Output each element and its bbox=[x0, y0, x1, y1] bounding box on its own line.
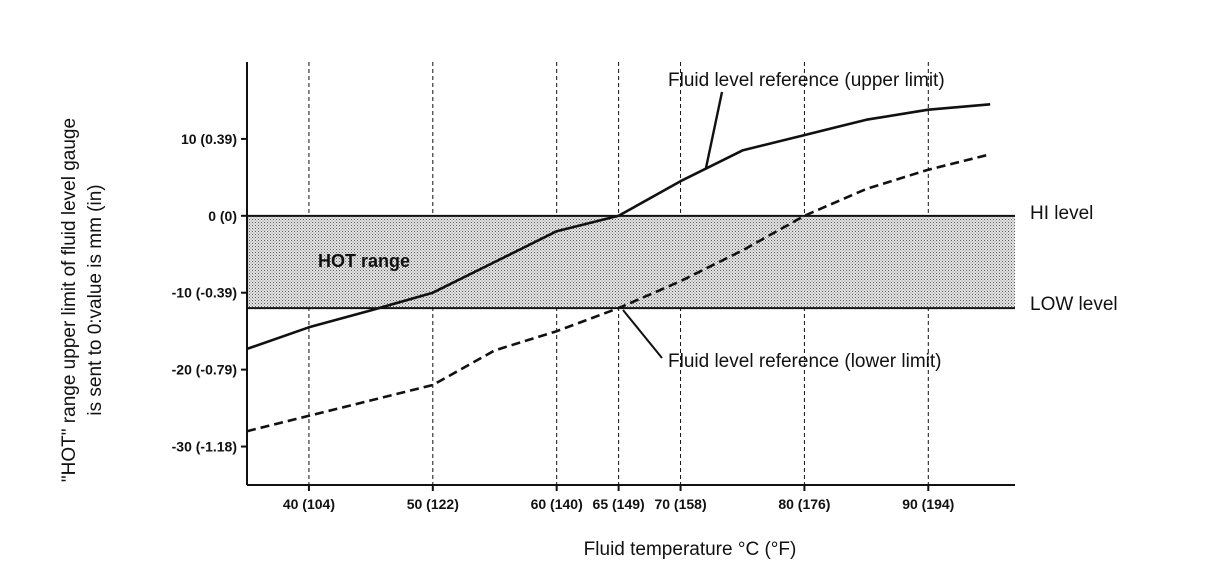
annotation-upper-limit: Fluid level reference (upper limit) bbox=[668, 70, 945, 91]
hot-range-band bbox=[247, 215, 1015, 309]
x-tick-label: 80 (176) bbox=[778, 496, 830, 512]
series-group bbox=[246, 103, 991, 433]
x-tick-label: 40 (104) bbox=[283, 496, 335, 512]
series-line-lower-limit bbox=[246, 153, 991, 433]
hot-range-label: HOT range bbox=[318, 251, 410, 271]
x-axis-title: Fluid temperature °C (°F) bbox=[584, 539, 797, 560]
y-tick-labels: 10 (0.39) 0 (0) -10 (-0.39) -20 (-0.79) -30 … bbox=[172, 131, 247, 455]
x-tick-label: 60 (140) bbox=[531, 496, 583, 512]
y-tick-label: 10 (0.39) bbox=[181, 131, 237, 147]
annotation-lower-limit: Fluid level reference (lower limit) bbox=[668, 351, 941, 372]
y-axis-title: "HOT" range upper limit of fluid level g… bbox=[59, 118, 106, 482]
x-tick-label: 70 (158) bbox=[654, 496, 706, 512]
series-line-upper-limit bbox=[246, 103, 991, 351]
leader-lower-limit bbox=[622, 309, 663, 359]
x-tick-label: 65 (149) bbox=[593, 496, 645, 512]
y-axis-title-line-1: "HOT" range upper limit of fluid level g… bbox=[59, 118, 80, 482]
leader-upper-limit bbox=[704, 91, 724, 169]
y-tick-label: -10 (-0.39) bbox=[172, 285, 237, 301]
x-tick-labels: 40 (104) 50 (122) 60 (140) 65 (149) 70 (158)… bbox=[283, 485, 954, 512]
x-tick-label: 90 (194) bbox=[902, 496, 954, 512]
y-tick-label: -20 (-0.79) bbox=[172, 362, 237, 378]
x-tick-label: 50 (122) bbox=[407, 496, 459, 512]
low-level-label: LOW level bbox=[1030, 294, 1118, 315]
y-tick-label: -30 (-1.18) bbox=[172, 439, 237, 455]
y-tick-label: 0 (0) bbox=[208, 208, 237, 224]
hi-level-label: HI level bbox=[1030, 203, 1093, 224]
y-axis-title-line-2: is sent to 0:value is mm (in) bbox=[85, 184, 106, 415]
axes bbox=[246, 62, 1015, 486]
annotation-leaders bbox=[622, 91, 724, 359]
